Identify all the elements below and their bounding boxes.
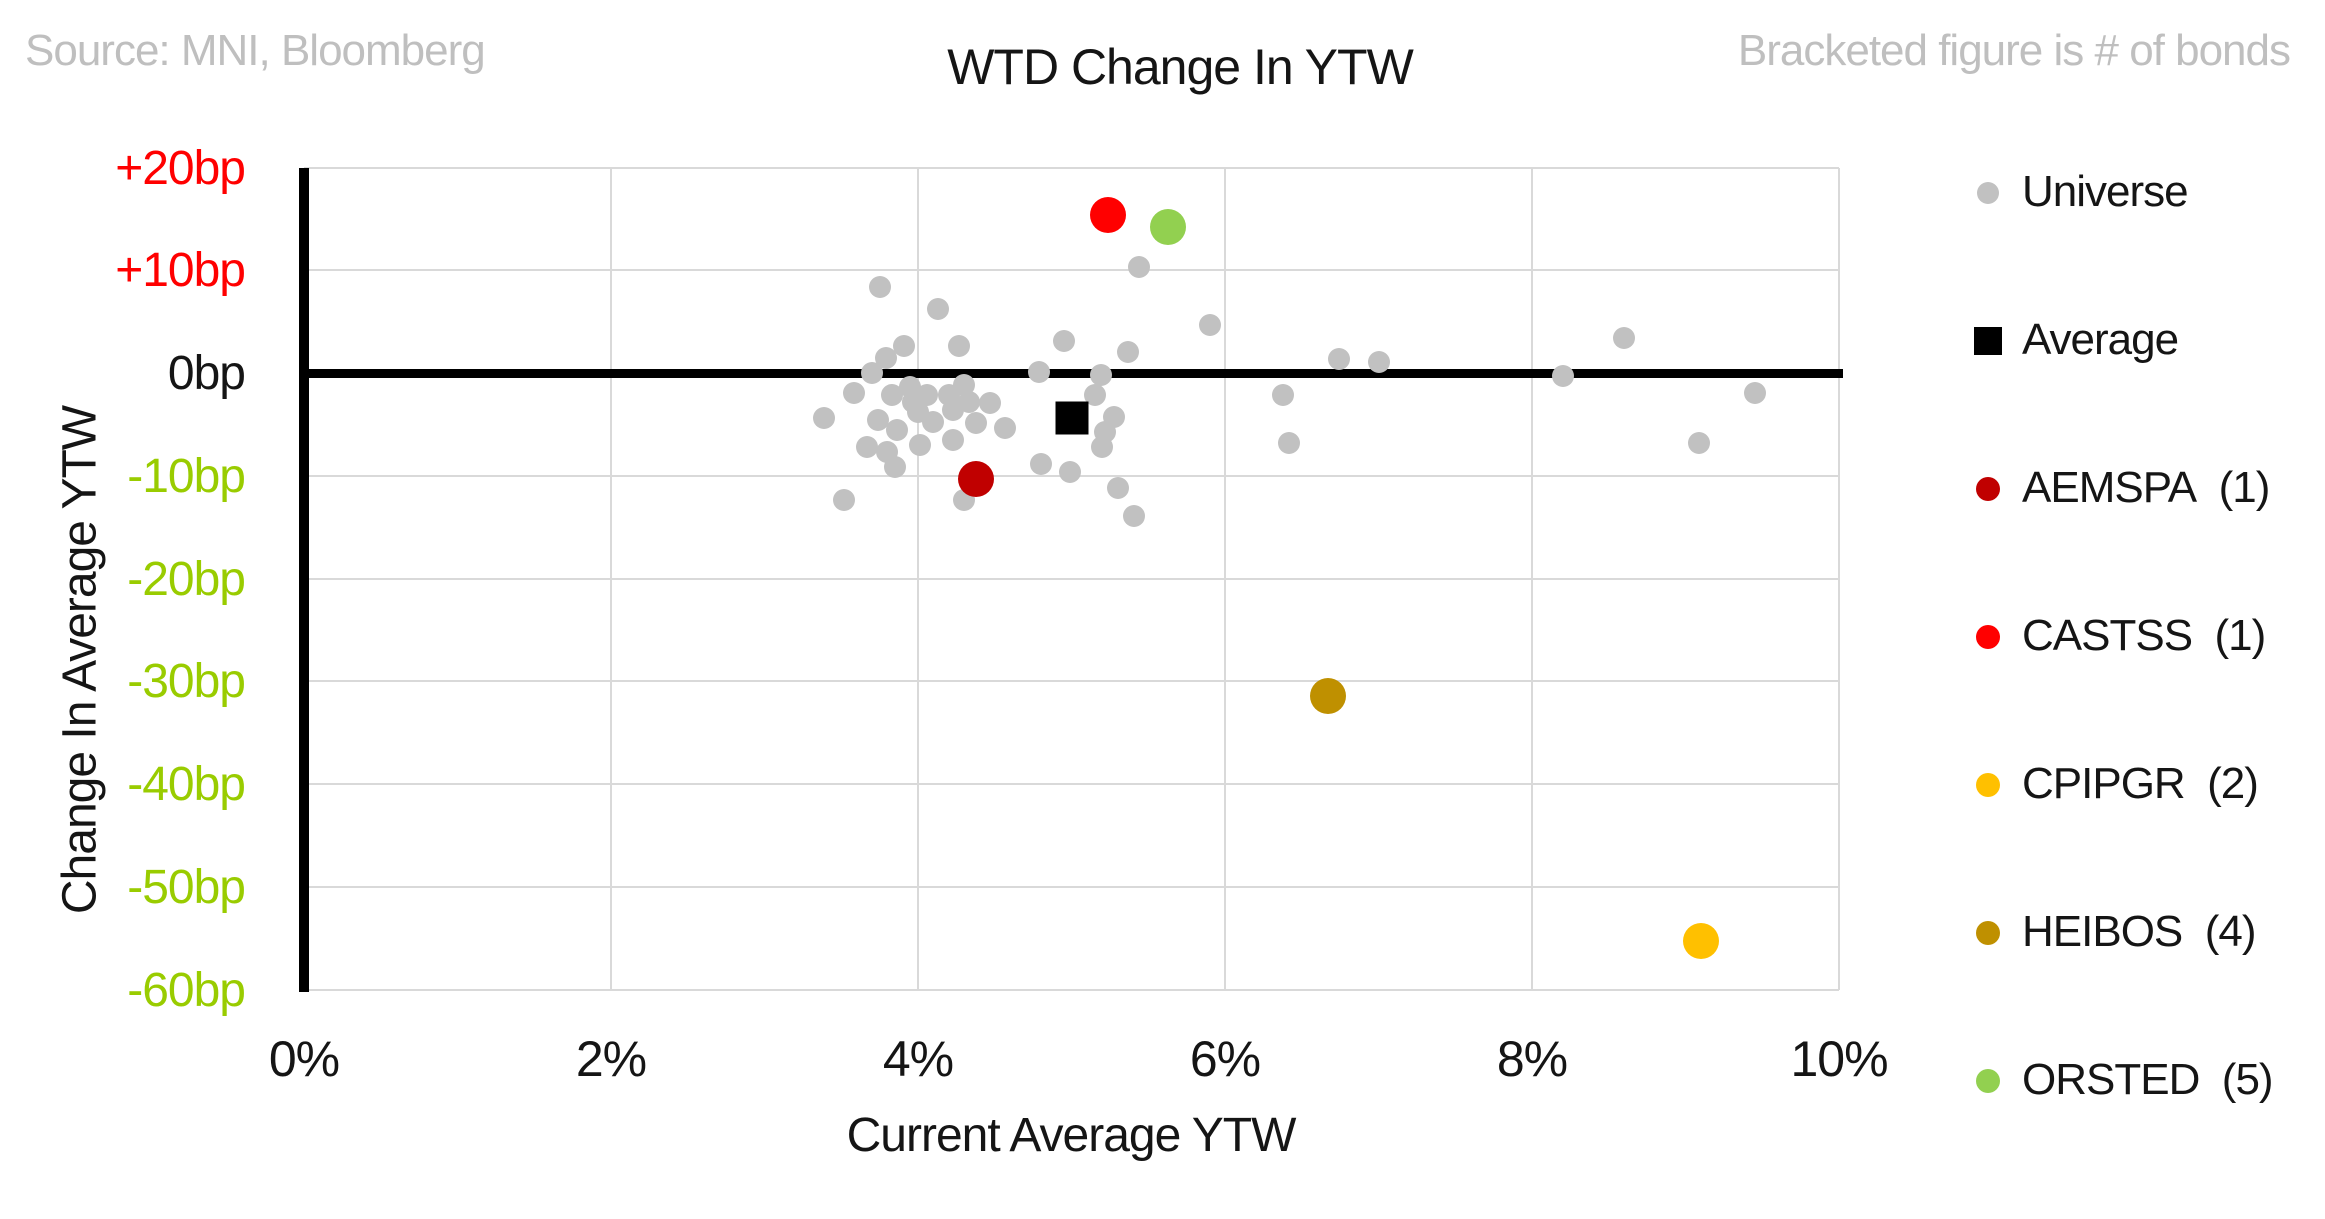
x-tick-label: 6% (1189, 1031, 1261, 1087)
y-gridline (304, 577, 1839, 580)
point-universe (965, 412, 988, 435)
point-universe (979, 391, 1002, 414)
point-universe (1123, 504, 1146, 527)
point-universe (1058, 460, 1081, 483)
point-universe (1272, 383, 1295, 406)
point-aemspa (958, 460, 995, 497)
x-gridline (1838, 167, 1840, 990)
point-universe (883, 455, 906, 478)
point-universe (1083, 383, 1106, 406)
point-universe (1551, 365, 1574, 388)
point-universe (1029, 453, 1052, 476)
chart-title: WTD Change In YTW (947, 39, 1414, 95)
point-universe (1106, 477, 1129, 500)
legend-item-label: AEMSPA (1) (2022, 463, 2270, 512)
point-universe (948, 335, 971, 358)
point-universe (867, 409, 890, 432)
point-cpipgr (1682, 923, 1719, 960)
point-universe (868, 275, 891, 298)
point-universe (874, 346, 897, 369)
point-universe (1117, 341, 1140, 364)
y-gridline (304, 783, 1839, 785)
point-universe (1091, 435, 1114, 458)
legend-circle-marker-icon (1977, 182, 1999, 204)
point-universe (957, 390, 980, 413)
zero-baseline (304, 368, 1843, 378)
point-universe (842, 381, 865, 404)
y-gridline (304, 988, 1839, 991)
point-universe (1327, 347, 1350, 370)
point-universe (908, 433, 931, 456)
point-universe (1688, 431, 1711, 454)
legend-item-label: Average (2022, 315, 2179, 364)
x-tick-label: 8% (1496, 1031, 1568, 1087)
y-tick-label: -40bp (127, 758, 246, 811)
y-tick-label: 0bp (167, 347, 246, 400)
point-universe (833, 489, 856, 512)
point-universe (926, 298, 949, 321)
point-universe (860, 362, 883, 384)
x-tick-label: 2% (575, 1031, 647, 1087)
x-tick-label: 4% (882, 1031, 954, 1087)
point-universe (1198, 313, 1221, 336)
y-tick-label: -10bp (127, 449, 246, 503)
point-universe (1613, 327, 1636, 350)
point-castss (1090, 196, 1127, 233)
point-universe (942, 428, 965, 451)
y-tick-label: +10bp (115, 244, 246, 298)
point-universe (813, 407, 836, 430)
point-universe (893, 335, 916, 358)
y-tick-label: -60bp (127, 963, 246, 1017)
y-gridline (304, 269, 1839, 272)
y-tick-label: -30bp (127, 655, 246, 709)
source-note: Source: MNI, Bloomberg (25, 26, 486, 75)
legend-circle-marker-icon (1976, 1069, 2000, 1093)
point-universe (1128, 256, 1151, 279)
y-tick-label: +20bp (115, 141, 246, 195)
point-universe (885, 418, 908, 441)
point-average (1055, 401, 1088, 435)
y-tick-label: -50bp (127, 860, 246, 914)
legend-circle-marker-icon (1976, 921, 2000, 945)
legend-item-label: HEIBOS (4) (2022, 907, 2256, 956)
point-orsted (1150, 209, 1187, 246)
y-axis-line (299, 167, 309, 992)
legend-item-label: Universe (2022, 167, 2189, 216)
point-universe (856, 435, 879, 458)
point-universe (922, 411, 945, 434)
point-universe (880, 383, 903, 406)
point-universe (1028, 360, 1051, 383)
y-gridline (304, 885, 1839, 888)
x-tick-label: 10% (1790, 1031, 1888, 1087)
point-universe (1052, 330, 1075, 353)
legend-square-marker-icon (1974, 327, 2002, 355)
point-universe (1278, 431, 1301, 454)
y-gridline (304, 680, 1839, 683)
y-tick-label: -20bp (127, 552, 246, 606)
bracket-note: Bracketed figure is # of bonds (1737, 26, 2291, 75)
legend-item-label: CPIPGR (2) (2022, 759, 2259, 808)
legend-circle-marker-icon (1976, 625, 2000, 649)
point-heibos (1309, 677, 1346, 714)
x-axis-title: Current Average YTW (846, 1109, 1297, 1162)
point-universe (994, 417, 1017, 440)
point-universe (1743, 381, 1766, 404)
legend-item-label: ORSTED (5) (2022, 1055, 2274, 1104)
point-universe (1367, 350, 1390, 373)
y-gridline (304, 166, 1839, 169)
legend-circle-marker-icon (1976, 477, 2000, 501)
x-tick-label: 0% (268, 1031, 340, 1087)
legend-item-label: CASTSS (1) (2022, 611, 2266, 660)
point-universe (1089, 364, 1112, 387)
legend-circle-marker-icon (1976, 773, 2000, 797)
